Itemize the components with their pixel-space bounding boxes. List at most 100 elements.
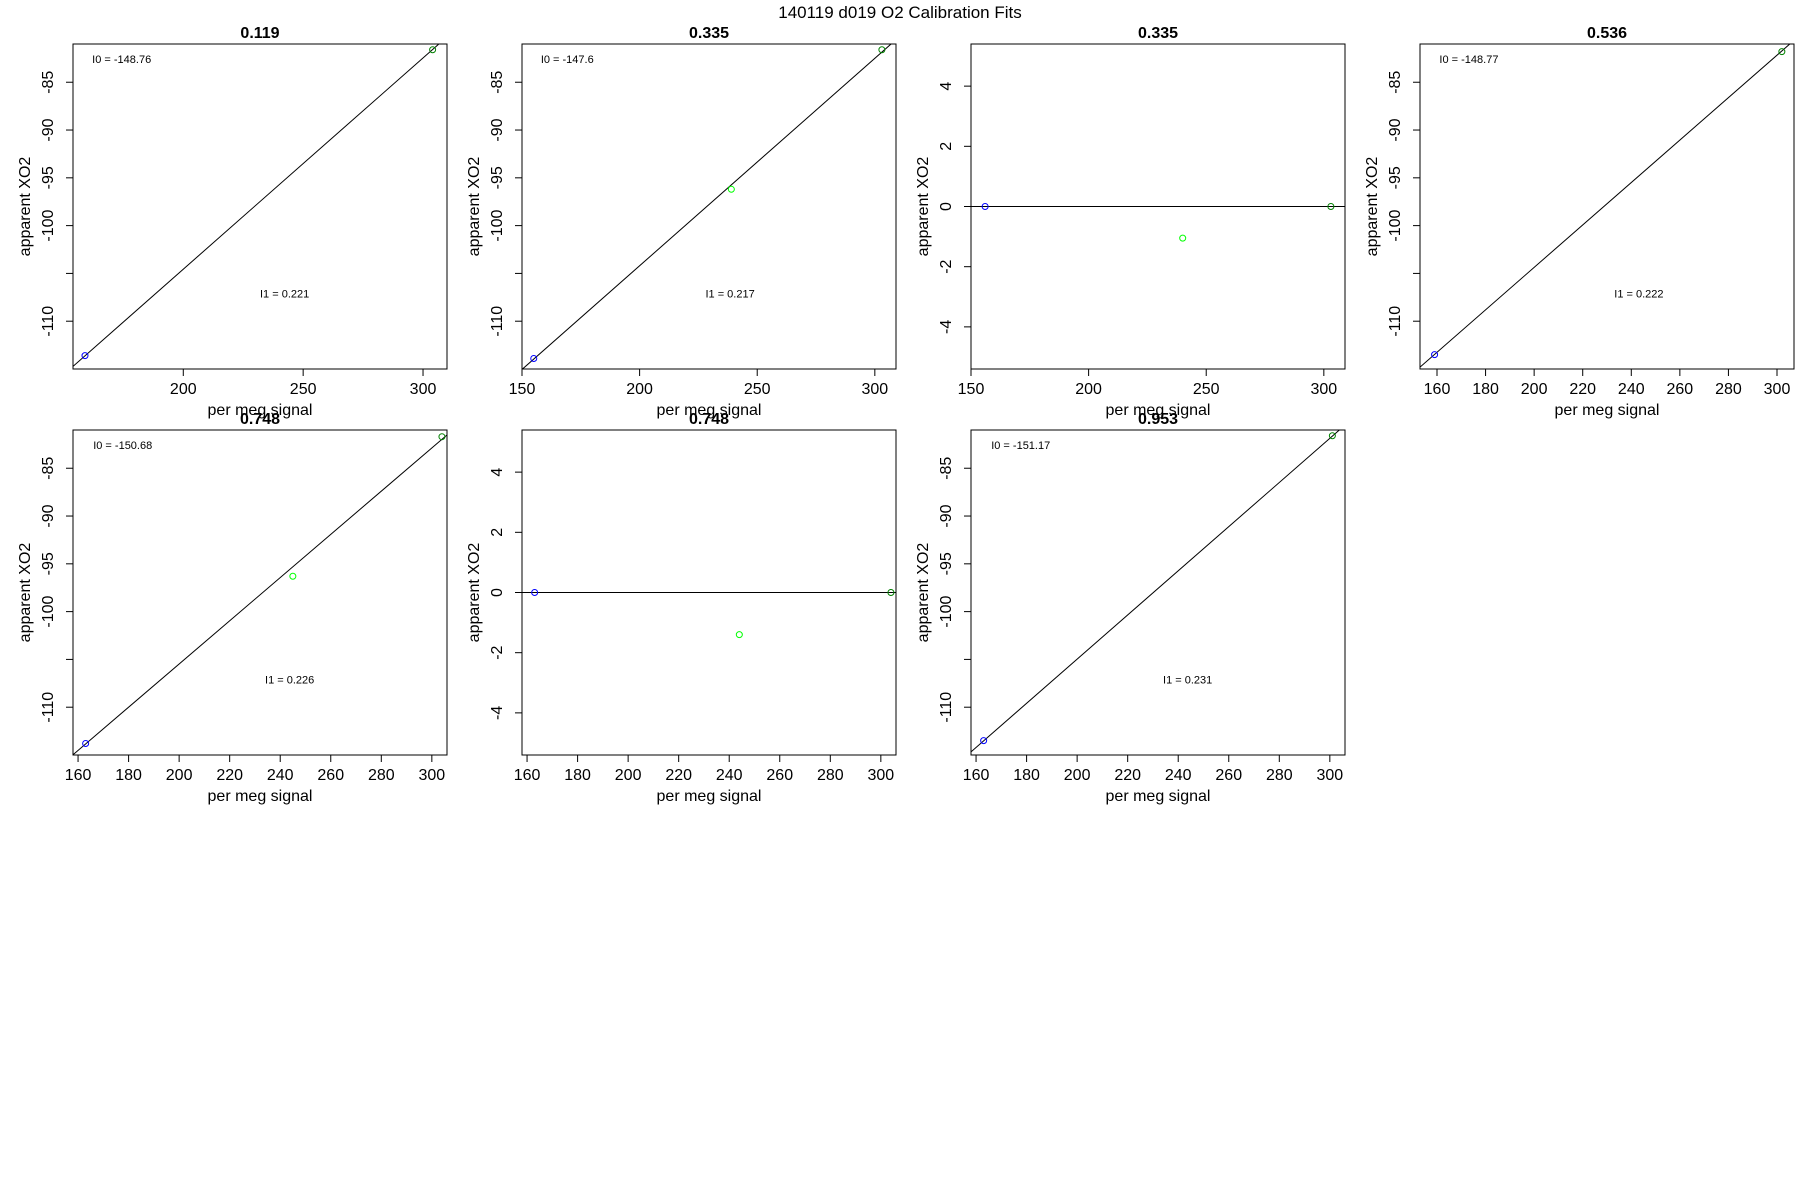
y-tick-label: -100 <box>938 596 955 628</box>
x-tick-label: 250 <box>744 381 771 398</box>
x-tick-label: 260 <box>317 767 344 784</box>
data-point-high-standard <box>438 433 446 441</box>
y-tick-label: -110 <box>40 692 57 723</box>
y-tick-label: -100 <box>40 210 57 242</box>
data-point-low-standard <box>531 589 539 596</box>
x-tick-label: 200 <box>626 381 653 398</box>
data-point-high-standard <box>878 46 886 54</box>
y-tick-label: -85 <box>40 71 57 94</box>
x-tick-label: 240 <box>267 767 294 784</box>
plot-frame <box>72 43 448 370</box>
calibration-panel: 0.119 200 250 300 -110 -100 -95 -90 -85 per meg s… <box>17 25 448 419</box>
x-tick-label: 200 <box>1521 381 1548 398</box>
x-axis-label: per meg signal <box>1106 402 1211 419</box>
y-tick-label: -4 <box>489 706 506 720</box>
x-tick-label: 220 <box>665 767 692 784</box>
x-axis-label: per meg signal <box>657 402 762 419</box>
x-axis-label: per meg signal <box>208 402 313 419</box>
x-tick-label: 180 <box>115 767 142 784</box>
calibration-panel: 0.335 150 200 250 300 -110 -100 -95 -90 -85 per me… <box>466 25 897 419</box>
data-point-high-standard <box>1327 203 1335 210</box>
y-tick-label: -100 <box>40 596 57 628</box>
x-tick-label: 200 <box>1064 767 1091 784</box>
x-tick-label: 260 <box>1667 381 1694 398</box>
calibration-panel: 0.335 150 200 250 300 -4 -2 0 2 4 per meg signal ap… <box>915 25 1346 419</box>
data-point-low-standard <box>1431 351 1439 359</box>
fit-line <box>971 430 1341 753</box>
fit-coefficient-label: I0 = -150.68 <box>93 440 152 452</box>
y-tick-label: -100 <box>489 210 506 242</box>
x-tick-label: 160 <box>65 767 92 784</box>
y-tick-label: 4 <box>938 82 955 91</box>
y-axis-label: apparent XO2 <box>466 157 483 257</box>
panels-container: 0.119 200 250 300 -110 -100 -95 -90 -85 per meg s… <box>17 25 1795 805</box>
y-tick-label: -95 <box>1387 166 1404 189</box>
panel-title: 0.748 <box>689 411 729 428</box>
y-tick-label: -100 <box>1387 210 1404 242</box>
y-tick-label: -95 <box>40 552 57 575</box>
x-tick-label: 160 <box>514 767 541 784</box>
x-axis-label: per meg signal <box>657 788 762 805</box>
plot-frame <box>521 43 897 370</box>
y-tick-label: -85 <box>40 457 57 480</box>
x-tick-label: 280 <box>1715 381 1742 398</box>
data-point-low-standard <box>82 740 90 748</box>
y-tick-label: -95 <box>938 552 955 575</box>
data-point-mid-standard <box>727 185 735 193</box>
fit-coefficient-label: I1 = 0.217 <box>705 288 754 300</box>
x-tick-label: 260 <box>1215 767 1242 784</box>
x-tick-label: 300 <box>418 767 445 784</box>
y-tick-label: 2 <box>489 528 506 537</box>
fit-coefficient-label: I1 = 0.226 <box>265 674 314 686</box>
fit-coefficient-label: I0 = -147.6 <box>541 54 594 66</box>
fit-coefficient-label: I0 = -148.77 <box>1439 54 1498 66</box>
x-tick-label: 280 <box>368 767 395 784</box>
x-tick-label: 300 <box>410 381 437 398</box>
y-axis-label: apparent XO2 <box>915 157 932 257</box>
y-tick-label: -90 <box>489 118 506 141</box>
y-tick-label: -110 <box>40 306 57 337</box>
fit-coefficient-label: I1 = 0.221 <box>260 288 309 300</box>
y-tick-label: -95 <box>40 166 57 189</box>
x-tick-label: 240 <box>716 767 743 784</box>
x-tick-label: 240 <box>1165 767 1192 784</box>
panel-title: 0.119 <box>240 25 279 42</box>
y-axis-label: apparent XO2 <box>466 543 483 643</box>
x-tick-label: 220 <box>216 767 243 784</box>
fit-coefficient-label: I0 = -148.76 <box>92 54 151 66</box>
calibration-panel: 0.536 160 180 200 220 240 260 280 300 -110 -100 -95… <box>1364 25 1795 419</box>
x-axis-label: per meg signal <box>1555 402 1660 419</box>
fit-coefficient-label: I1 = 0.222 <box>1614 288 1663 300</box>
y-tick-label: -2 <box>489 645 506 659</box>
calibration-panel: 0.748 160 180 200 220 240 260 280 300 -110 -100 -95… <box>17 411 448 805</box>
data-point-high-standard <box>887 589 895 596</box>
figure-title: 140119 d019 O2 Calibration Fits <box>778 3 1022 22</box>
plot-frame <box>72 429 448 756</box>
x-tick-label: 200 <box>1075 381 1102 398</box>
plot-frame <box>1419 43 1795 370</box>
x-tick-label: 250 <box>290 381 317 398</box>
y-tick-label: -85 <box>938 457 955 480</box>
data-point-low-standard <box>980 737 988 745</box>
panel-title: 0.748 <box>240 411 280 428</box>
y-axis-label: apparent XO2 <box>17 157 34 257</box>
y-tick-label: -90 <box>938 504 955 527</box>
x-tick-label: 300 <box>1310 381 1337 398</box>
fit-coefficient-label: I0 = -151.17 <box>991 440 1050 452</box>
y-tick-label: 2 <box>938 142 955 151</box>
data-point-high-standard <box>1778 48 1786 56</box>
x-tick-label: 300 <box>867 767 894 784</box>
x-tick-label: 160 <box>963 767 990 784</box>
fit-line <box>522 44 892 369</box>
x-tick-label: 280 <box>817 767 844 784</box>
x-tick-label: 220 <box>1569 381 1596 398</box>
y-tick-label: -90 <box>40 118 57 141</box>
panel-title: 0.335 <box>1138 25 1178 42</box>
calibration-panel: 0.953 160 180 200 220 240 260 280 300 -110 -100 -95… <box>915 411 1346 805</box>
data-point-mid-standard <box>1179 234 1187 242</box>
y-tick-label: -110 <box>489 306 506 337</box>
panel-title: 0.953 <box>1138 411 1178 428</box>
data-point-low-standard <box>981 203 989 210</box>
y-tick-label: -110 <box>938 692 955 723</box>
y-axis-label: apparent XO2 <box>915 543 932 643</box>
